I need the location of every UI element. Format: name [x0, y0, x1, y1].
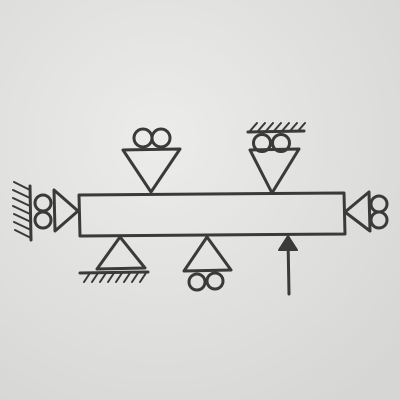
wall-line [28, 184, 33, 242]
ground-line [246, 129, 306, 134]
hatching [83, 272, 147, 283]
roller [252, 133, 272, 153]
beam [77, 191, 347, 238]
force-arrow [278, 235, 298, 296]
triangle [95, 235, 147, 271]
triangle [182, 235, 233, 273]
hatching [249, 122, 306, 132]
roller-bottom-middle [182, 235, 233, 292]
roller-top-left [121, 127, 182, 194]
roller-left [12, 181, 80, 242]
triangle [343, 190, 372, 233]
roller [150, 127, 172, 149]
roller [271, 133, 291, 153]
arrow-head [278, 235, 298, 251]
roller [205, 271, 225, 291]
roller-right [343, 190, 389, 233]
roller-top-right [246, 122, 306, 195]
triangle [121, 147, 182, 194]
roller [187, 272, 207, 292]
triangle [52, 188, 80, 233]
roller [369, 210, 389, 230]
roller [33, 210, 53, 230]
hatching [12, 181, 32, 239]
pin-bottom-left [78, 235, 150, 283]
